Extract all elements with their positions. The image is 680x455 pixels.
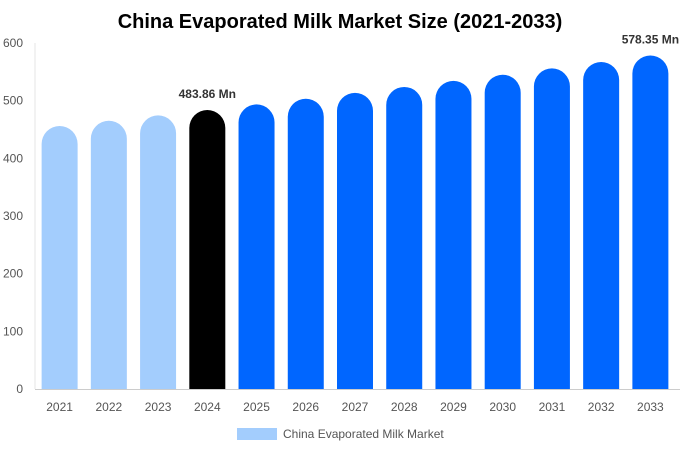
bar-2033[interactable] <box>632 55 669 390</box>
x-tick-label: 2031 <box>539 400 566 414</box>
data-label-2033: 578.35 Mn <box>622 32 679 46</box>
bar-2029[interactable] <box>435 80 472 390</box>
y-tick-label: 300 <box>3 209 23 223</box>
x-tick-label: 2022 <box>95 400 122 414</box>
y-tick-label: 200 <box>3 267 23 281</box>
bar-2027[interactable] <box>337 92 373 390</box>
x-tick-label: 2030 <box>489 400 516 414</box>
x-tick-label: 2025 <box>243 400 270 414</box>
x-tick-label: 2023 <box>145 400 172 414</box>
y-tick-label: 100 <box>3 324 23 338</box>
legend[interactable]: China Evaporated Milk Market <box>237 427 444 441</box>
bar-2032[interactable] <box>583 62 620 390</box>
y-tick-label: 500 <box>3 94 23 108</box>
bar-2021[interactable] <box>41 126 78 390</box>
bar-2026[interactable] <box>287 98 324 390</box>
bar-2025[interactable] <box>238 104 275 389</box>
x-axis: 2021 2022 2023 2024 2025 2026 2027 2028 2029 2030… <box>35 389 680 414</box>
x-tick-label: 2026 <box>292 400 319 414</box>
x-tick-label: 2021 <box>46 400 73 414</box>
x-tick-label: 2032 <box>588 400 615 414</box>
bar-2023[interactable] <box>140 115 177 389</box>
chart-title: China Evaporated Milk Market Size (2021-… <box>118 11 563 33</box>
x-tick-label: 2024 <box>194 400 221 414</box>
bar-2022[interactable] <box>90 120 127 389</box>
bar-2030[interactable] <box>484 74 521 389</box>
y-tick-label: 400 <box>3 151 23 165</box>
bar-2031[interactable] <box>533 68 570 389</box>
y-tick-label: 0 <box>16 382 23 396</box>
x-tick-label: 2033 <box>637 400 664 414</box>
bar-2028[interactable] <box>386 86 423 389</box>
x-tick-label: 2029 <box>440 400 467 414</box>
y-axis: 0 100 200 300 400 500 600 <box>3 36 36 396</box>
y-tick-label: 600 <box>3 36 23 50</box>
legend-label: China Evaporated Milk Market <box>283 427 444 441</box>
x-tick-label: 2028 <box>391 400 418 414</box>
data-labels: 483.86 Mn 578.35 Mn <box>179 32 679 100</box>
bars <box>41 55 669 390</box>
data-label-2024: 483.86 Mn <box>179 87 236 101</box>
legend-swatch <box>237 428 277 440</box>
x-tick-label: 2027 <box>342 400 369 414</box>
bar-2024[interactable] <box>189 109 226 390</box>
